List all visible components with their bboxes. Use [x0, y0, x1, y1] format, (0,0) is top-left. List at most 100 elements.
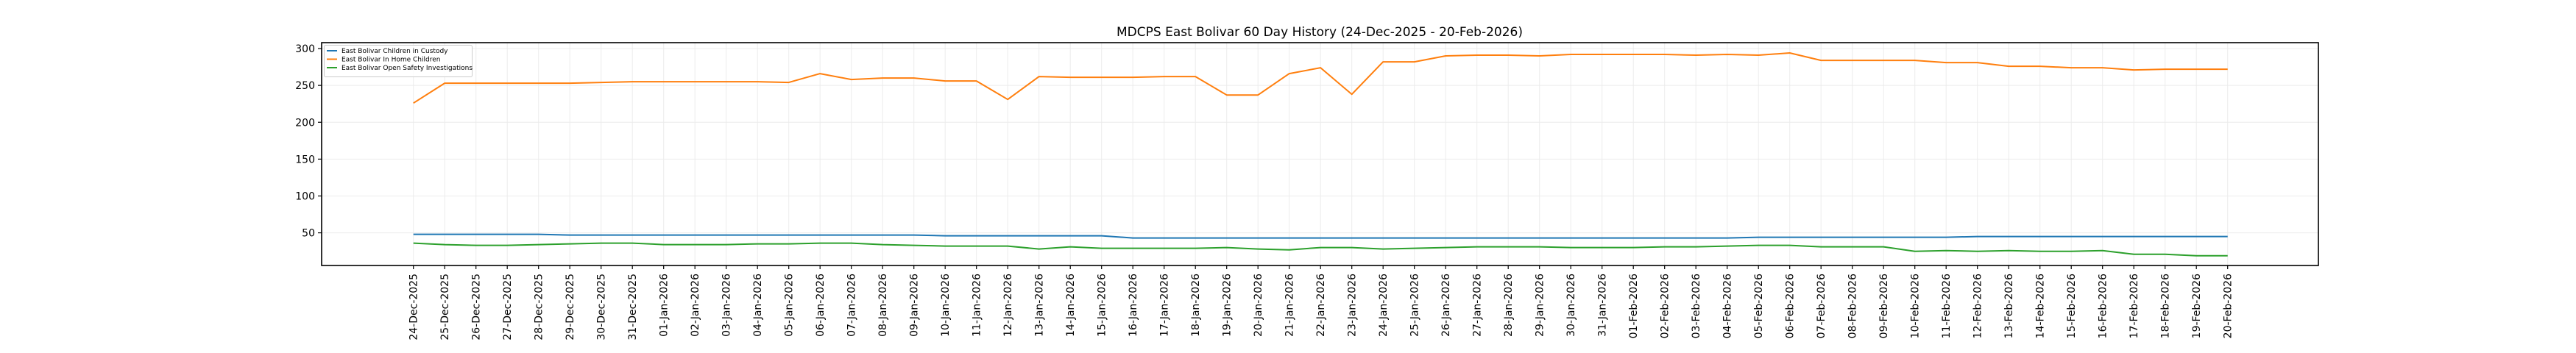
grid — [322, 43, 2318, 265]
data-point — [1632, 247, 1634, 249]
data-point — [475, 234, 477, 235]
data-point — [444, 234, 445, 235]
chart-title: MDCPS East Bolivar 60 Day History (24-De… — [1117, 25, 1523, 40]
data-point — [1289, 73, 1290, 74]
data-point — [913, 77, 915, 79]
data-point — [819, 235, 821, 236]
data-point — [1507, 246, 1509, 248]
data-point — [569, 82, 570, 84]
data-point — [1945, 62, 1947, 63]
data-point — [1852, 237, 1853, 238]
x-tick-label: 23-Jan-2026 — [1347, 274, 1359, 337]
y-tick-label: 100 — [295, 190, 315, 202]
data-point — [944, 80, 946, 82]
data-point — [1195, 238, 1196, 239]
data-point — [1977, 251, 1978, 252]
data-point — [1101, 248, 1103, 249]
data-point — [2227, 236, 2229, 238]
data-point — [1758, 54, 1759, 56]
y-tick-label: 150 — [295, 154, 315, 165]
data-point — [2070, 67, 2072, 68]
data-point — [1664, 238, 1666, 239]
data-point — [663, 244, 665, 246]
data-point — [1007, 246, 1008, 247]
data-point — [1257, 238, 1259, 239]
data-point — [1852, 60, 1853, 61]
data-point — [2133, 254, 2134, 255]
data-point — [1164, 238, 1165, 239]
axes-frame — [321, 42, 2319, 266]
data-point — [1507, 238, 1509, 239]
data-point — [569, 243, 570, 245]
data-point — [1507, 54, 1509, 56]
data-point — [2195, 255, 2197, 257]
data-point — [976, 235, 977, 237]
x-tick-label: 06-Feb-2026 — [1785, 274, 1797, 338]
data-point — [788, 82, 790, 83]
data-point — [413, 102, 414, 104]
data-point — [1727, 54, 1728, 55]
x-tick-label: 05-Feb-2026 — [1753, 274, 1765, 338]
data-point — [569, 235, 570, 236]
series-lines — [413, 52, 2229, 257]
data-point — [1101, 235, 1103, 237]
data-point — [694, 244, 696, 246]
series-line — [413, 52, 2228, 104]
data-point — [2195, 68, 2197, 70]
legend-label: East Bolivar Children in Custody — [342, 48, 448, 55]
data-point — [475, 245, 477, 246]
data-point — [2070, 236, 2072, 238]
data-point — [913, 235, 915, 236]
data-point — [819, 73, 821, 74]
data-point — [2039, 65, 2041, 67]
x-tick-label: 01-Jan-2026 — [659, 274, 670, 337]
data-point — [694, 235, 696, 236]
y-tick-label: 300 — [295, 43, 315, 55]
data-point — [1382, 238, 1384, 239]
x-tick-label: 24-Jan-2026 — [1378, 274, 1390, 337]
x-tick-label: 25-Dec-2025 — [439, 274, 451, 340]
x-tick-label: 28-Dec-2025 — [534, 274, 545, 340]
x-tick-label: 24-Dec-2025 — [408, 274, 420, 340]
data-point — [1164, 248, 1165, 249]
data-point — [506, 234, 508, 235]
series-0 — [413, 233, 2229, 239]
data-point — [1602, 54, 1603, 55]
x-tick-label: 30-Dec-2025 — [596, 274, 608, 340]
data-point — [1226, 247, 1228, 249]
data-point — [788, 243, 790, 245]
data-point — [1727, 238, 1728, 239]
data-point — [2165, 236, 2166, 238]
x-tick-label: 20-Jan-2026 — [1253, 274, 1264, 337]
data-point — [1069, 235, 1071, 237]
data-point — [1414, 248, 1415, 249]
x-tick-label: 17-Jan-2026 — [1159, 274, 1171, 337]
data-point — [2102, 236, 2103, 238]
x-tick-label: 03-Feb-2026 — [1691, 274, 1702, 338]
data-point — [538, 244, 539, 246]
x-tick-label: 02-Jan-2026 — [690, 274, 701, 337]
data-point — [1602, 238, 1603, 239]
data-point — [726, 81, 727, 82]
data-point — [2039, 236, 2041, 238]
x-tick-label: 15-Feb-2026 — [2066, 274, 2078, 338]
data-point — [1289, 249, 1290, 251]
data-point — [1069, 246, 1071, 248]
data-point — [2008, 65, 2009, 67]
data-point — [1226, 94, 1228, 96]
data-point — [726, 235, 727, 236]
x-tick-label: 16-Feb-2026 — [2098, 274, 2109, 338]
data-point — [1414, 61, 1415, 63]
data-point — [819, 243, 821, 244]
data-point — [1101, 76, 1103, 78]
data-point — [2133, 69, 2134, 71]
data-point — [1758, 245, 1759, 246]
data-point — [1445, 55, 1446, 57]
data-point — [694, 81, 696, 82]
data-point — [2039, 251, 2041, 252]
data-point — [413, 234, 414, 235]
data-point — [851, 235, 852, 236]
x-tick-label: 27-Jan-2026 — [1472, 274, 1484, 337]
data-point — [631, 243, 633, 244]
data-point — [1069, 76, 1071, 78]
